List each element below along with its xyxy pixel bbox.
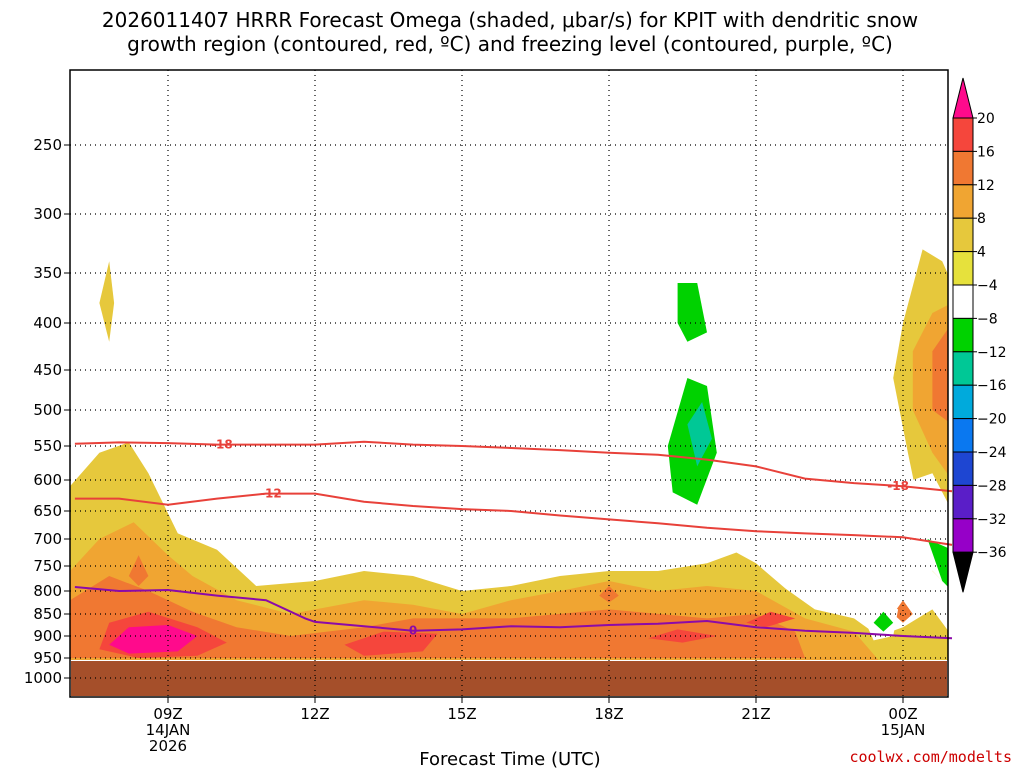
y-tick-label-750: 750 <box>33 557 62 575</box>
contour-lines: -18 -18 -12 0 <box>74 438 953 640</box>
x-axis-title: Forecast Time (UTC) <box>419 749 600 768</box>
y-tick-label-850: 850 <box>33 605 62 623</box>
y-tick-label-950: 950 <box>33 649 62 667</box>
plot-frame <box>69 69 949 698</box>
x-tick-label-21-0: 21Z <box>741 705 770 723</box>
colorbar-band-0 <box>952 117 974 152</box>
chart-title-line-1: 2026011407 HRRR Forecast Omega (shaded, … <box>102 8 918 32</box>
contour-label--18: -18 <box>211 438 233 452</box>
shade-orange-spot-18z <box>599 586 619 603</box>
shade-orange-spot-8z <box>128 555 149 586</box>
y-tick-label-300: 300 <box>33 205 62 223</box>
shade-right-low-orange <box>893 600 913 623</box>
y-tick-label-450: 450 <box>33 361 62 379</box>
colorbar-label-11: −28 <box>977 478 1007 494</box>
colorbar-band-7 <box>952 351 974 386</box>
colorbar-label-8: −16 <box>977 378 1007 394</box>
shade-green-top-9z <box>119 70 215 104</box>
shade-cyan-20z <box>687 402 712 467</box>
x-tick-label-12-0: 12Z <box>300 705 329 723</box>
shade-green-12z <box>300 273 384 425</box>
colorbar-label-10: −24 <box>977 445 1007 461</box>
colorbar-label-2: 12 <box>977 178 995 194</box>
colorbar-label-3: 8 <box>977 211 986 227</box>
shade-red-13z <box>344 631 438 656</box>
shade-yellow-sliver-8z <box>99 261 115 342</box>
shade-green-top-13z <box>351 70 367 83</box>
colorbar-label-0: 20 <box>977 111 995 127</box>
colorbar-label-4: 4 <box>977 245 986 261</box>
contour-label--18: -18 <box>887 479 909 493</box>
y-tick-label-800: 800 <box>33 582 62 600</box>
colorbar-band-3 <box>952 217 974 253</box>
y-tick-label-400: 400 <box>33 314 62 332</box>
y-tick-label-650: 650 <box>33 502 62 520</box>
colorbar-label-6: −8 <box>977 311 998 327</box>
colorbar-band-11 <box>952 484 974 520</box>
pressure-axis: 250 300 350 400 450 500 550 600 650 700 750 800 850 9… <box>24 136 70 687</box>
y-tick-label-550: 550 <box>33 437 62 455</box>
contour-label--12: -12 <box>260 487 282 501</box>
shade-green-10z <box>246 303 315 474</box>
y-tick-label-1000: 1000 <box>24 669 62 687</box>
colorbar-band-1 <box>952 150 974 186</box>
omega-colorbar: 20 16 12 8 4 −4 −8 −12 −16 −20 −24 −28 −32 −36 <box>952 77 1007 593</box>
contour--18 <box>74 440 953 493</box>
chart-title-line-2: growth region (contoured, red, ºC) and f… <box>127 32 893 56</box>
shade-red-21z <box>746 611 796 628</box>
shade-right-orange <box>932 328 948 422</box>
colorbar-band-9 <box>952 418 974 453</box>
colorbar-label-13: −36 <box>977 545 1007 561</box>
colorbar-band-6 <box>952 317 974 353</box>
x-tick-label-24-0: 00Z <box>888 705 917 723</box>
colorbar-band-10 <box>952 451 974 486</box>
credit-text: coolwx.com/modelts <box>849 748 1012 766</box>
y-tick-label-350: 350 <box>33 264 62 282</box>
colorbar-label-1: 16 <box>977 144 995 160</box>
colorbar-label-9: −20 <box>977 412 1007 428</box>
contour-0 <box>74 586 953 640</box>
shade-teal-right <box>927 539 948 587</box>
contour--12 <box>74 492 953 546</box>
y-tick-label-500: 500 <box>33 401 62 419</box>
shade-red-19z <box>648 629 717 643</box>
colorbar-band-2 <box>952 184 974 219</box>
y-tick-label-250: 250 <box>33 136 62 154</box>
colorbar-bottom-arrow <box>952 551 974 593</box>
shade-green-h-shape <box>462 158 727 550</box>
y-tick-label-700: 700 <box>33 530 62 548</box>
x-tick-label-9-2: 2026 <box>149 737 187 755</box>
colorbar-band-4 <box>952 251 974 286</box>
shade-magenta <box>109 625 198 654</box>
y-tick-label-900: 900 <box>33 627 62 645</box>
x-tick-label-18-0: 18Z <box>594 705 623 723</box>
shade-low-orange <box>70 576 805 658</box>
x-tick-label-9-1: 14JAN <box>146 721 191 739</box>
omega-shading <box>70 70 948 660</box>
y-tick-label-600: 600 <box>33 471 62 489</box>
shade-teal-19z <box>677 283 707 342</box>
colorbar-label-7: −12 <box>977 345 1007 361</box>
x-tick-label-15-0: 15Z <box>447 705 476 723</box>
x-tick-label-9-0: 09Z <box>153 705 182 723</box>
shade-green-top-right <box>932 104 948 250</box>
colorbar-label-12: −32 <box>977 512 1007 528</box>
colorbar-top-arrow <box>952 77 974 119</box>
shade-teal-23z <box>873 611 894 632</box>
x-tick-label-24-1: 15JAN <box>881 721 926 739</box>
colorbar-band-8 <box>952 384 974 420</box>
colorbar-band-5 <box>952 284 974 319</box>
shade-green-21z <box>756 492 825 571</box>
colorbar-band-12 <box>952 518 974 553</box>
colorbar-label-5: −4 <box>977 278 998 294</box>
contour-label-0: 0 <box>409 624 417 638</box>
